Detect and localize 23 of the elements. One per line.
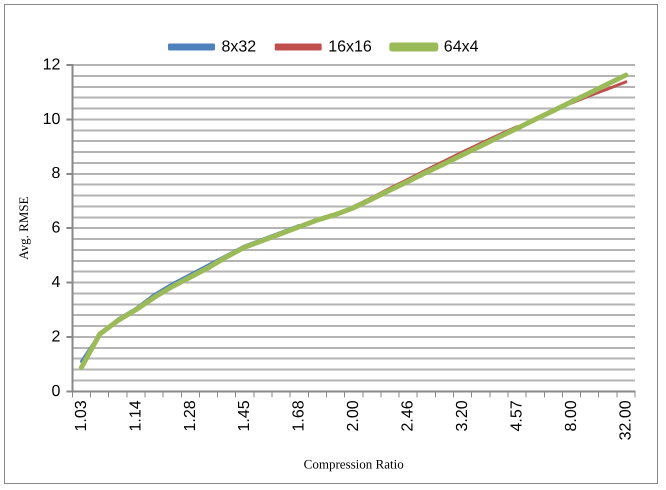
legend-label: 16x16 [328, 38, 372, 56]
y-tick-label: 12 [42, 56, 60, 74]
x-tick-label: 2.46 [400, 400, 417, 432]
x-tick-label: 1.68 [290, 400, 308, 432]
y-tick-label: 4 [51, 274, 60, 291]
y-axis-title: Avg. RMSE [16, 196, 32, 260]
x-axis-title: Compression Ratio [304, 456, 404, 472]
legend-label: 64x4 [444, 38, 479, 56]
x-tick-label: 3.20 [454, 400, 471, 432]
x-tick-label: 2.00 [345, 400, 362, 432]
x-tick-label: 8.00 [562, 400, 580, 432]
y-tick-label: 0 [51, 382, 60, 400]
x-tick-label: 1.28 [182, 400, 199, 432]
x-tick-label: 4.57 [508, 400, 526, 432]
y-tick-label: 10 [42, 110, 60, 128]
x-tick-label: 32.00 [617, 400, 634, 440]
x-tick-label: 1.03 [72, 400, 90, 432]
y-tick-label: 8 [51, 165, 60, 182]
y-tick-label: 2 [51, 328, 60, 346]
x-tick-label: 1.14 [127, 400, 144, 432]
legend-label: 8x32 [222, 38, 256, 56]
x-tick-label: 1.45 [236, 400, 254, 432]
y-tick-label: 6 [51, 220, 60, 237]
